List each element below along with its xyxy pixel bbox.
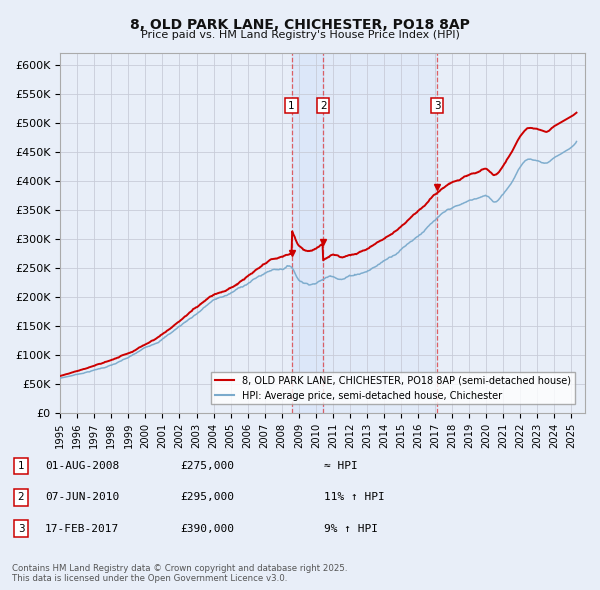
Text: 3: 3 xyxy=(434,100,440,110)
Legend: 8, OLD PARK LANE, CHICHESTER, PO18 8AP (semi-detached house), HPI: Average price: 8, OLD PARK LANE, CHICHESTER, PO18 8AP (… xyxy=(211,372,575,405)
Text: £275,000: £275,000 xyxy=(180,461,234,471)
Text: 11% ↑ HPI: 11% ↑ HPI xyxy=(324,493,385,502)
Text: 3: 3 xyxy=(17,524,25,533)
Bar xyxy=(292,53,323,413)
Text: 17-FEB-2017: 17-FEB-2017 xyxy=(45,524,119,533)
Bar xyxy=(323,53,437,413)
Text: 1: 1 xyxy=(17,461,25,471)
Text: £295,000: £295,000 xyxy=(180,493,234,502)
Text: Price paid vs. HM Land Registry's House Price Index (HPI): Price paid vs. HM Land Registry's House … xyxy=(140,30,460,40)
Text: 8, OLD PARK LANE, CHICHESTER, PO18 8AP: 8, OLD PARK LANE, CHICHESTER, PO18 8AP xyxy=(130,18,470,32)
Text: £390,000: £390,000 xyxy=(180,524,234,533)
Text: 01-AUG-2008: 01-AUG-2008 xyxy=(45,461,119,471)
Text: 07-JUN-2010: 07-JUN-2010 xyxy=(45,493,119,502)
Text: 2: 2 xyxy=(320,100,326,110)
Text: ≈ HPI: ≈ HPI xyxy=(324,461,358,471)
Text: Contains HM Land Registry data © Crown copyright and database right 2025.
This d: Contains HM Land Registry data © Crown c… xyxy=(12,563,347,583)
Text: 9% ↑ HPI: 9% ↑ HPI xyxy=(324,524,378,533)
Text: 1: 1 xyxy=(288,100,295,110)
Text: 2: 2 xyxy=(17,493,25,502)
